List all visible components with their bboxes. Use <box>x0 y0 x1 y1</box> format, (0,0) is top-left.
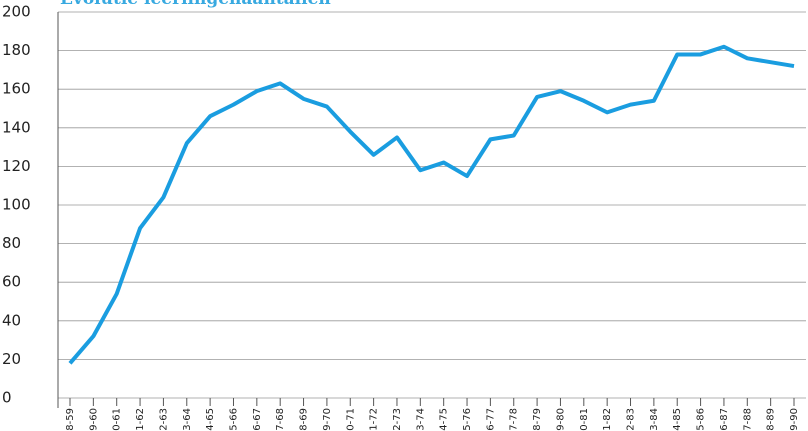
x-tick-label: 87-88 <box>742 408 753 431</box>
x-tick-label: 75-76 <box>462 408 473 431</box>
x-tick-label: 67-68 <box>275 408 286 431</box>
x-tick-label: 72-73 <box>392 408 403 431</box>
chart: Evolutie leerlingenaantallen 0 20 40 60 80 10… <box>0 0 808 431</box>
x-tick-label: 59-60 <box>88 408 99 431</box>
x-tick-label: 61-62 <box>135 408 146 431</box>
x-tick-label: 65-66 <box>228 408 239 431</box>
x-tick-label: 78-79 <box>532 408 543 431</box>
page: {"chart_data": {"type": "line", "title":… <box>0 0 808 431</box>
x-tick-label: 64-65 <box>205 408 216 431</box>
y-tick-label: 0 <box>2 389 12 407</box>
y-tick-label: 40 <box>2 311 21 329</box>
y-tick-label: 20 <box>2 350 21 368</box>
y-tick-label: 100 <box>2 196 31 214</box>
y-tick-label: 140 <box>2 118 31 136</box>
x-tick-label: 62-63 <box>158 408 169 431</box>
x-tick-label: 84-85 <box>672 408 683 431</box>
y-tick-label: 60 <box>2 273 21 291</box>
x-tick-label: 74-75 <box>439 408 450 431</box>
y-tick-label: 80 <box>2 234 21 252</box>
x-tick-label: 58-59 <box>65 408 76 431</box>
x-tick-label: 80-81 <box>579 408 590 431</box>
y-tick-label: 200 <box>2 3 31 21</box>
x-tick-label: 77-78 <box>509 408 520 431</box>
x-tick-label: 85-86 <box>696 408 707 431</box>
x-tick-label: 60-61 <box>112 408 123 431</box>
x-tick-label: 81-82 <box>602 408 613 431</box>
x-tick-label: 66-67 <box>252 408 263 431</box>
x-tick-label: 79-80 <box>555 408 566 431</box>
x-tick-label: 63-64 <box>182 408 193 431</box>
x-tick-label: 71-72 <box>369 408 380 431</box>
x-tick-label: 73-74 <box>415 408 426 431</box>
x-tick-label: 83-84 <box>649 408 660 431</box>
y-tick-label: 120 <box>2 157 31 175</box>
x-tick-label: 89-90 <box>789 408 800 431</box>
chart-title: Evolutie leerlingenaantallen <box>60 0 331 9</box>
y-tick-label: 160 <box>2 80 31 98</box>
x-tick-label: 86-87 <box>719 408 730 431</box>
y-tick-label: 180 <box>2 41 31 59</box>
x-tick-label: 69-70 <box>322 408 333 431</box>
x-tick-label: 88-89 <box>766 408 777 431</box>
x-tick-label: 76-77 <box>485 408 496 431</box>
x-tick-label: 70-71 <box>345 408 356 431</box>
x-tick-label: 68-69 <box>299 408 310 431</box>
x-tick-label: 82-83 <box>626 408 637 431</box>
